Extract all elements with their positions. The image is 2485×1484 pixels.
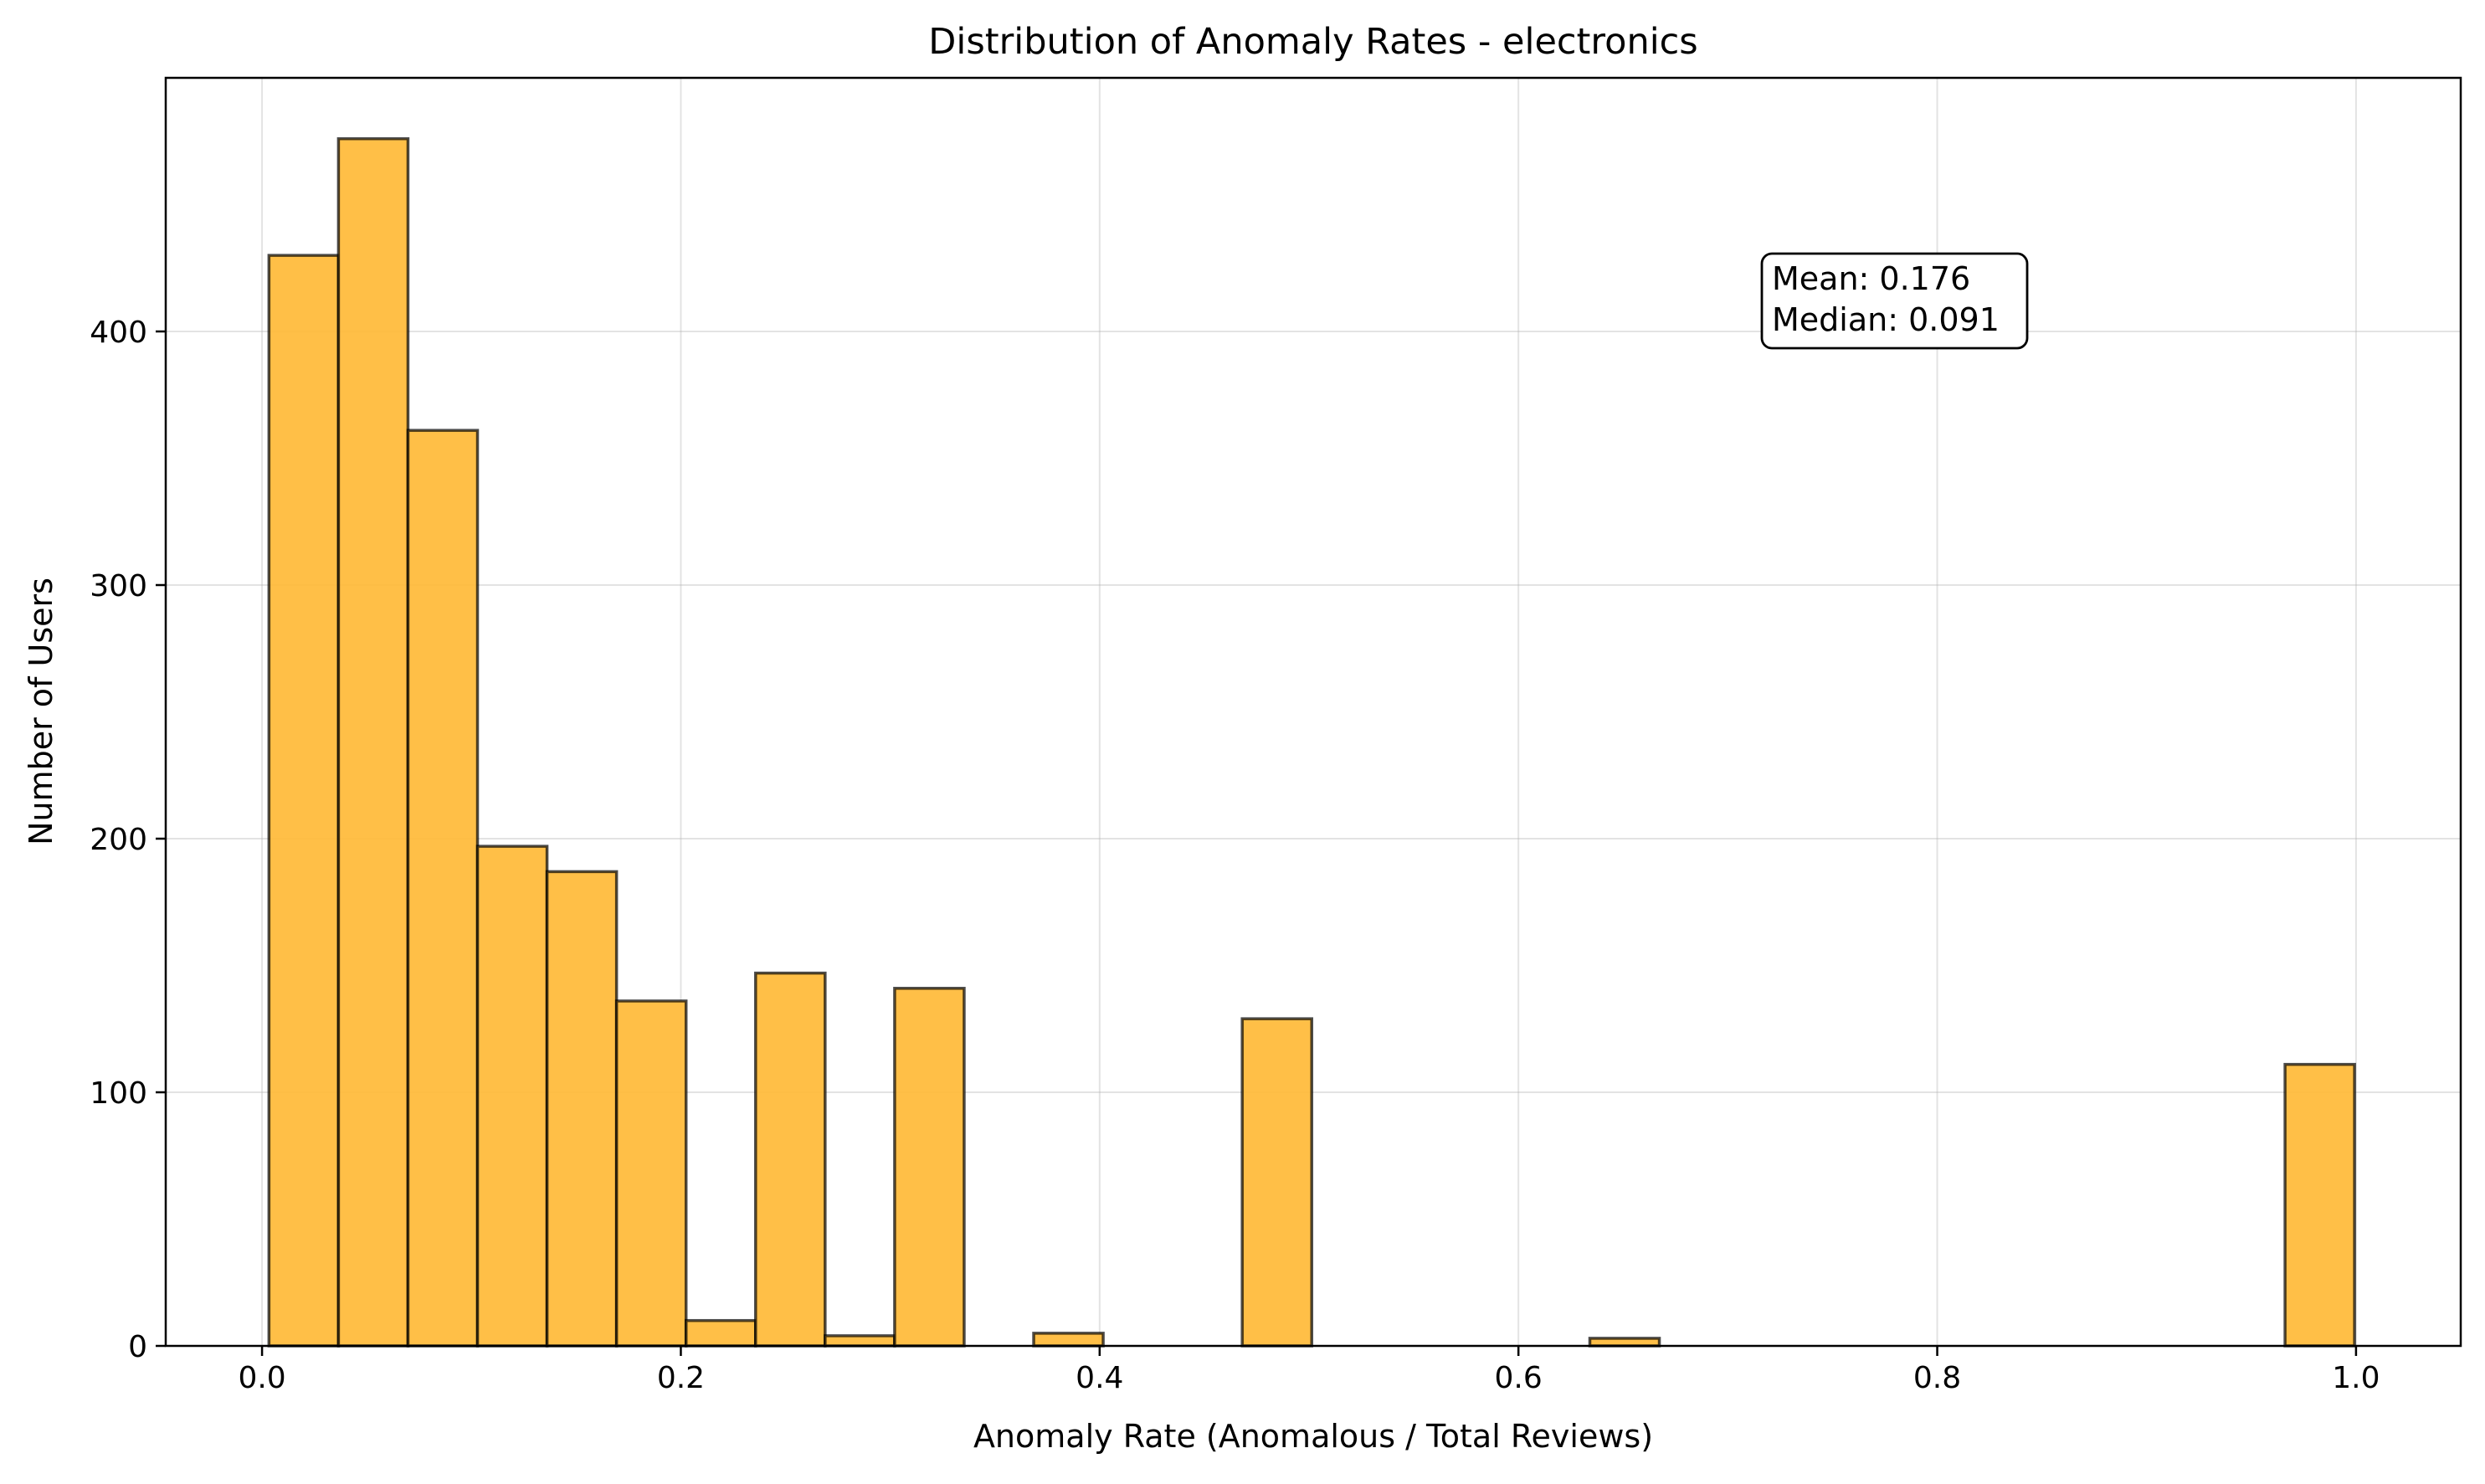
stats-annotation-box bbox=[1760, 252, 2029, 350]
x-tick-label: 0.4 bbox=[1076, 1361, 1123, 1395]
y-tick-label: 100 bbox=[90, 1076, 147, 1111]
x-tick-label: 0.8 bbox=[1913, 1361, 1961, 1395]
y-tick-label: 200 bbox=[90, 823, 147, 857]
x-axis-label: Anomaly Rate (Anomalous / Total Reviews) bbox=[973, 1418, 1653, 1455]
histogram-bar bbox=[893, 987, 966, 1348]
histogram-bar bbox=[2283, 1062, 2356, 1348]
histogram-bar bbox=[406, 429, 480, 1348]
stats-annotation: Mean: 0.176 Median: 0.091 bbox=[1760, 252, 2029, 350]
histogram-bar bbox=[754, 971, 827, 1348]
histogram-bar bbox=[475, 845, 549, 1348]
plot-frame bbox=[164, 76, 2462, 1348]
histogram-bar bbox=[824, 1334, 896, 1348]
stats-median-text: Median: 0.091 bbox=[1772, 301, 2000, 338]
x-tick-label: 0.6 bbox=[1495, 1361, 1543, 1395]
y-tick-label: 400 bbox=[90, 316, 147, 350]
histogram-bar bbox=[1032, 1332, 1105, 1348]
ticks-layer: 0.0 0.2 0.4 0.6 0.8 1.0 0 100 200 300 400 bbox=[90, 316, 2380, 1395]
stats-mean-text: Mean: 0.176 bbox=[1772, 260, 1970, 297]
chart-title: Distribution of Anomaly Rates - electron… bbox=[928, 21, 1697, 63]
y-tick-label: 0 bbox=[128, 1330, 147, 1364]
histogram-bar bbox=[545, 870, 619, 1348]
histogram-bar bbox=[267, 254, 341, 1348]
y-tick-label: 300 bbox=[90, 569, 147, 603]
x-tick-label: 0.2 bbox=[657, 1361, 705, 1395]
histogram-bar bbox=[684, 1318, 757, 1348]
histogram-bar bbox=[614, 999, 688, 1348]
bars-layer bbox=[267, 136, 2356, 1348]
histogram-bar bbox=[1588, 1337, 1661, 1348]
x-tick-label: 1.0 bbox=[2332, 1361, 2380, 1395]
histogram-bar bbox=[1240, 1017, 1313, 1348]
x-tick-label: 0.0 bbox=[238, 1361, 285, 1395]
histogram-bar bbox=[336, 136, 410, 1348]
y-axis-label: Number of Users bbox=[23, 578, 59, 845]
